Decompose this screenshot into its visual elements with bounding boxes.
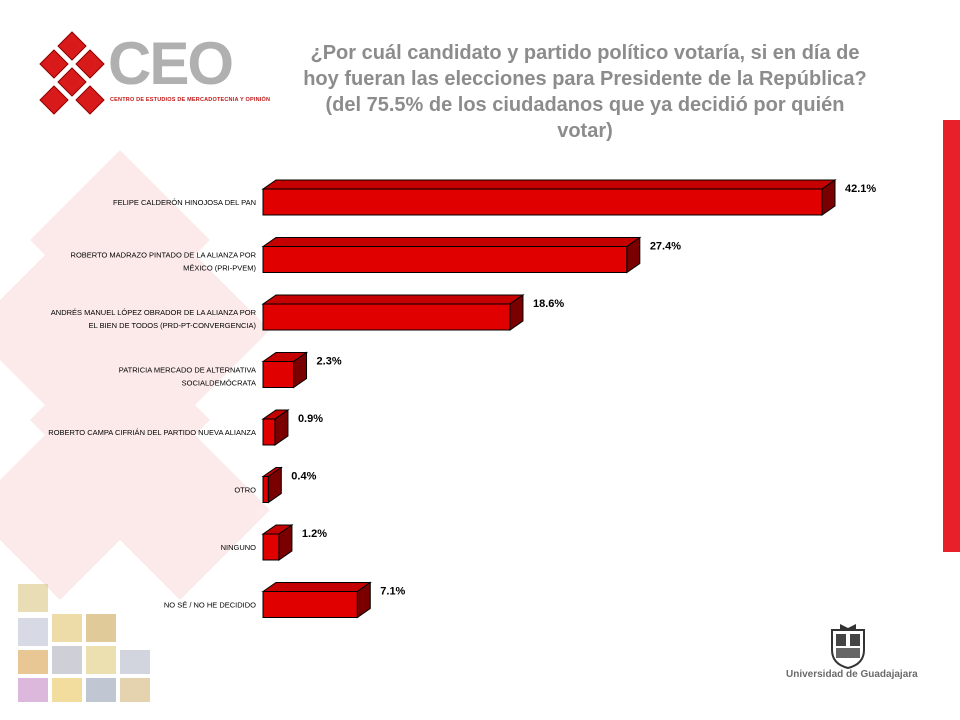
title-line-2: hoy fueran las elecciones para President… [303, 68, 867, 90]
bar-3 [261, 294, 525, 331]
value-label: 0.9% [298, 413, 323, 425]
university-name: Universidad de Guadajajara [786, 669, 918, 680]
value-label: 42.1% [845, 183, 876, 195]
bar-2 [261, 236, 642, 274]
value-label: 1.2% [302, 528, 327, 540]
title-line-1: ¿Por cuál candidato y partido político v… [310, 42, 860, 64]
bar-8 [261, 581, 372, 619]
bar-top-face [261, 582, 372, 592]
bar-5 [261, 409, 290, 446]
bar-7 [261, 524, 294, 561]
bar-front-face [262, 246, 628, 273]
bar-front-face [262, 476, 269, 503]
logo-wordmark: CEO [108, 30, 234, 97]
bar-4 [261, 351, 309, 389]
bar-1 [261, 179, 837, 216]
bar-top-face [261, 294, 525, 305]
category-label: FELIPE CALDERÓN HINOJOSA DEL PAN [113, 198, 256, 207]
bar-front-face [262, 418, 276, 446]
udg-crest-icon [831, 624, 865, 670]
category-label: SOCIALDEMÓCRATA [182, 379, 256, 388]
category-label: NINGUNO [221, 543, 257, 552]
bar-front-face [262, 188, 823, 216]
value-label: 7.1% [380, 586, 405, 598]
value-label: 2.3% [317, 356, 342, 368]
category-label: NO SÉ / NO HE DECIDIDO [164, 601, 256, 610]
category-label: ROBERTO CAMPA CIFRIÁN DEL PARTIDO NUEVA … [48, 428, 256, 437]
value-label: 27.4% [650, 241, 681, 253]
bar-front-face [262, 533, 280, 561]
value-label: 0.4% [291, 471, 316, 483]
category-label: ANDRÉS MANUEL LÓPEZ OBRADOR DE LA ALIANZ… [51, 308, 257, 317]
title-line-4: votar) [557, 120, 613, 142]
chart-title: ¿Por cuál candidato y partido político v… [255, 40, 915, 144]
bar-front-face [262, 361, 295, 388]
category-label: PATRICIA MERCADO DE ALTERNATIVA [119, 366, 256, 375]
bar-front-face [262, 303, 511, 331]
photo-mosaic [18, 584, 150, 702]
title-line-3: (del 75.5% de los ciudadanos que ya deci… [325, 94, 845, 116]
bar-top-face [261, 179, 837, 190]
bar-top-face [261, 237, 642, 247]
bar-front-face [262, 591, 358, 618]
bar-6 [261, 466, 283, 504]
logo-subtitle: CENTRO DE ESTUDIOS DE MERCADOTECNIA Y OP… [110, 97, 271, 103]
category-label: ROBERTO MADRAZO PINTADO DE LA ALIANZA PO… [71, 251, 257, 260]
value-label: 18.6% [533, 298, 564, 310]
ceo-logo-mark [39, 31, 105, 115]
accent-strip [943, 120, 960, 552]
category-label: EL BIEN DE TODOS (PRD-PT-CONVERGENCIA) [89, 321, 257, 330]
category-label: OTRO [234, 486, 256, 495]
category-label: MÉXICO (PRI-PVEM) [183, 264, 256, 273]
